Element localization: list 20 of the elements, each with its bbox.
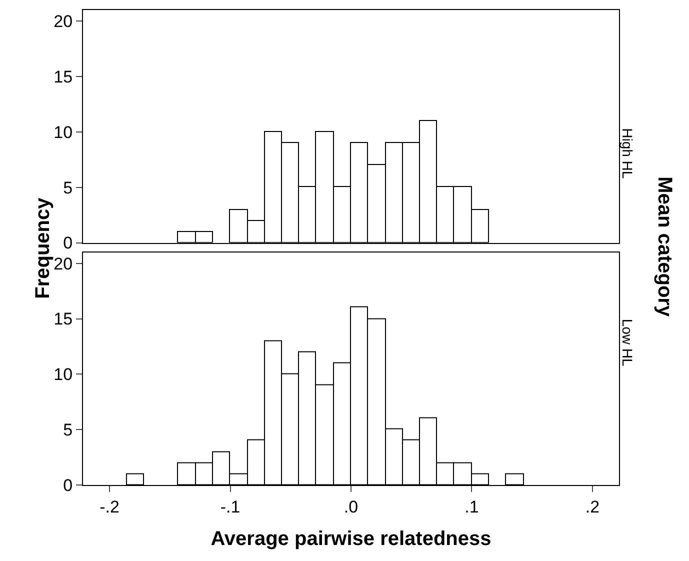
x-axis-title: Average pairwise relatedness xyxy=(210,528,492,550)
text: Low HL xyxy=(619,318,636,367)
x-tick-label: .2 xyxy=(585,497,600,516)
y-tick-label: 15 xyxy=(54,67,73,86)
y-tick-label: 20 xyxy=(54,254,73,274)
x-tick-label: -.2 xyxy=(100,497,120,516)
y-axis-title: Frequency xyxy=(32,196,54,299)
text: High HL xyxy=(620,128,636,179)
y-tick-label: 5 xyxy=(63,420,73,440)
x-tick-label: -.1 xyxy=(220,497,240,516)
y-tick-label: 0 xyxy=(63,476,73,495)
y-tick-label: 0 xyxy=(63,234,73,253)
y-tick-label: 10 xyxy=(54,365,73,384)
y-tick-label: 10 xyxy=(54,122,73,142)
y-tick-label: 20 xyxy=(54,12,73,32)
x-tick-label: .1 xyxy=(464,497,479,516)
y-tick-label: 5 xyxy=(63,178,73,198)
x-tick-label: .0 xyxy=(344,497,358,516)
text: Mean category xyxy=(653,176,676,318)
y-tick-label: 15 xyxy=(54,310,73,329)
